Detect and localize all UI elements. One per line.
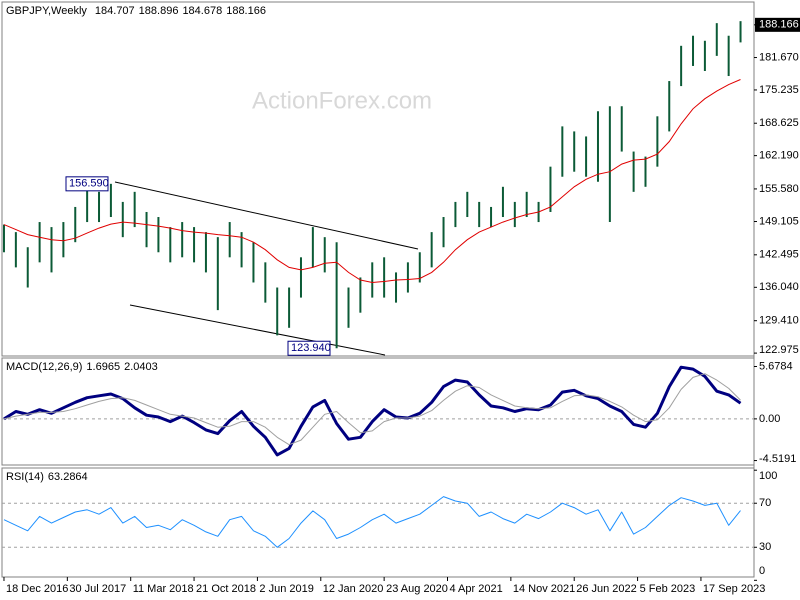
y-tick-label: 30 xyxy=(759,541,771,553)
x-tick-label: 30 Jul 2017 xyxy=(69,583,126,595)
indicator-line xyxy=(3,365,742,457)
annotation-box xyxy=(287,340,331,356)
annotation-box xyxy=(65,176,109,192)
x-tick-label: 11 Mar 2018 xyxy=(133,583,194,595)
open: 184.707 xyxy=(95,5,135,17)
rsi-header: RSI(14) 63.2864 xyxy=(6,471,88,483)
annotation: 156.590 xyxy=(69,178,109,190)
x-tick-label: 2 Jun 2019 xyxy=(259,583,313,595)
macd-title: MACD(12,26,9) xyxy=(6,361,82,373)
x-tick-label: 17 Sep 2023 xyxy=(703,583,765,595)
y-tick-label: 129.410 xyxy=(759,315,799,327)
x-tick-label: 14 Nov 2021 xyxy=(513,583,575,595)
symbol: GBPJPY,Weekly xyxy=(6,5,87,17)
header: GBPJPY,Weekly 184.707 188.896 184.678 188.16… xyxy=(6,5,266,17)
plot-layer xyxy=(1,1,755,578)
y-tick-label: -4.5191 xyxy=(759,453,796,465)
y-tick-label: 70 xyxy=(759,497,771,509)
x-tick-label: 5 Feb 2023 xyxy=(640,583,696,595)
x-tick-label: 21 Oct 2018 xyxy=(196,583,256,595)
rsi-last: 63.2864 xyxy=(48,471,88,483)
channel-lower xyxy=(129,304,386,356)
y-tick-label: 168.625 xyxy=(759,117,799,129)
y-tick-label: 181.670 xyxy=(759,51,799,63)
y-tick-label: 136.040 xyxy=(759,281,799,293)
indicator-line xyxy=(3,496,741,548)
y-tick-label: 0.00 xyxy=(759,413,780,425)
indicator-line xyxy=(3,373,741,446)
signal-last: 2.0403 xyxy=(124,361,158,373)
moving-average xyxy=(3,79,741,284)
y-tick-label: 0 xyxy=(759,565,765,577)
y-tick-label: 162.190 xyxy=(759,150,799,162)
high: 188.896 xyxy=(139,5,179,17)
x-tick-label: 18 Dec 2016 xyxy=(6,583,68,595)
rsi-title: RSI(14) xyxy=(6,471,44,483)
y-tick-label: 149.105 xyxy=(759,215,799,227)
macd-last: 1.6965 xyxy=(86,361,120,373)
y-tick-label: 5.6784 xyxy=(759,360,793,372)
close: 188.166 xyxy=(226,5,266,17)
last-price-box xyxy=(755,17,800,32)
y-tick-label: 100 xyxy=(759,470,777,482)
y-tick-label: 175.235 xyxy=(759,84,799,96)
x-tick-label: 23 Aug 2020 xyxy=(386,583,448,595)
channel-upper xyxy=(114,181,419,250)
y-tick-label: 188.166 xyxy=(759,19,799,31)
y-tick-label: 142.495 xyxy=(759,249,799,261)
low: 184.678 xyxy=(182,5,222,17)
y-tick-label: 155.580 xyxy=(759,183,799,195)
x-tick-label: 26 Jun 2022 xyxy=(576,583,637,595)
y-tick-label: 122.975 xyxy=(759,344,799,356)
watermark: ActionForex.com xyxy=(252,87,432,114)
macd-header: MACD(12,26,9) 1.6965 2.0403 xyxy=(6,361,158,373)
x-tick-label: 4 Apr 2021 xyxy=(449,583,502,595)
annotation: 123.940 xyxy=(291,342,331,354)
x-tick-label: 12 Jan 2020 xyxy=(323,583,384,595)
